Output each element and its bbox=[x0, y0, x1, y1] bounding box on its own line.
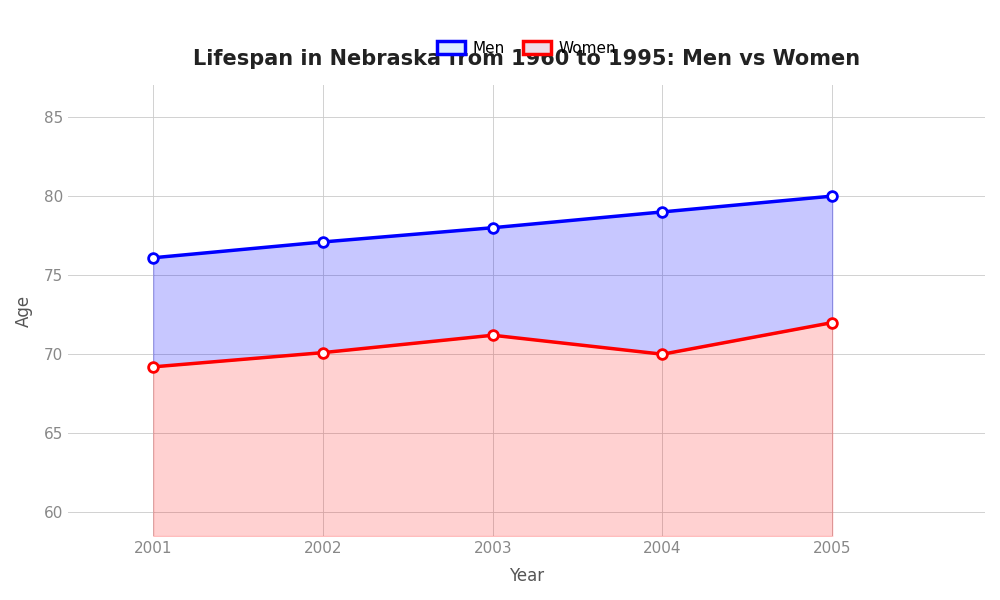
X-axis label: Year: Year bbox=[509, 567, 544, 585]
Legend: Men, Women: Men, Women bbox=[431, 34, 622, 62]
Title: Lifespan in Nebraska from 1960 to 1995: Men vs Women: Lifespan in Nebraska from 1960 to 1995: … bbox=[193, 49, 860, 68]
Y-axis label: Age: Age bbox=[15, 295, 33, 327]
